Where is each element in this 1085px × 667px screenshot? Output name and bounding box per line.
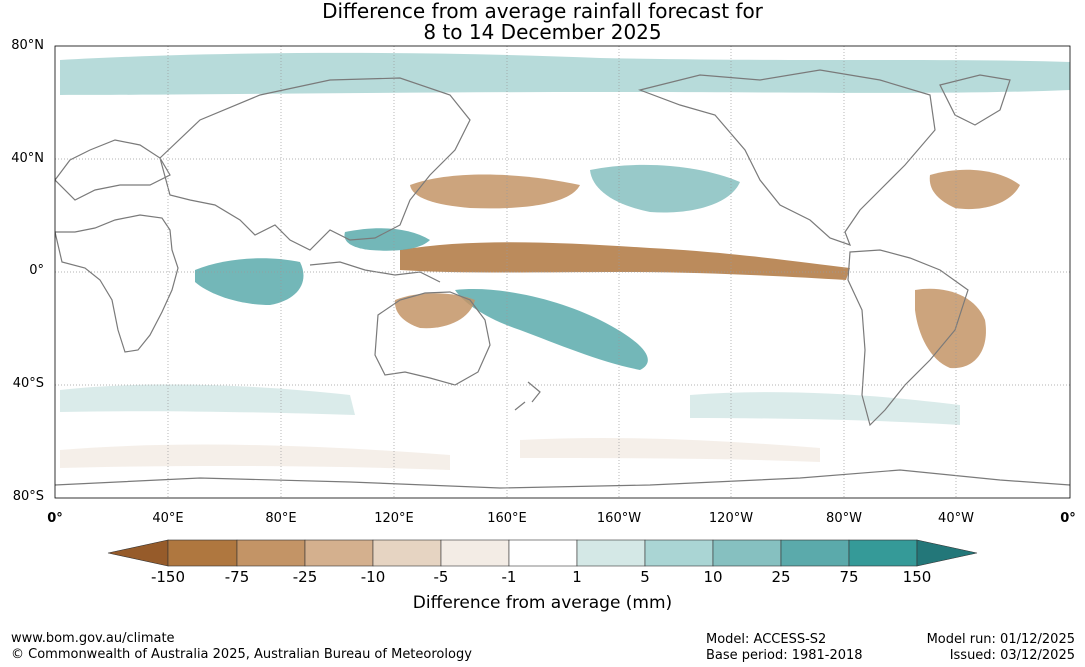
footer-issued: Issued: 03/12/2025 xyxy=(949,648,1075,663)
footer-model: Model: ACCESS-S2 xyxy=(706,632,827,647)
colorbar-segment xyxy=(712,539,782,567)
lon-label-160e: 160°E xyxy=(487,511,527,526)
footer-website[interactable]: www.bom.gov.au/climate xyxy=(11,631,175,646)
anomaly-zone-southern-ocean-dry xyxy=(60,437,820,470)
anomaly-zone-south-pacific-convergence-wet xyxy=(455,289,648,370)
anomaly-zone-north-pacific-wet xyxy=(590,164,740,213)
colorbar-segment xyxy=(780,539,850,567)
colorbar-label: Difference from average (mm) xyxy=(412,593,673,613)
anomaly-zone-equatorial-pacific-dry xyxy=(400,242,850,280)
coast-europe xyxy=(55,139,171,201)
lat-label-80n: 80°N xyxy=(11,38,44,53)
map-title-line1: Difference from average rainfall forecas… xyxy=(322,0,763,23)
lat-label-40n: 40°N xyxy=(11,151,44,166)
colorbar-tick-label: 75 xyxy=(839,568,859,586)
colorbar-tick-label: -150 xyxy=(150,568,186,586)
colorbar-segment xyxy=(167,539,238,567)
coast-indonesia xyxy=(309,261,441,283)
lon-label-40w: 40°W xyxy=(938,511,974,526)
anomaly-zone-arctic-wet xyxy=(60,52,1070,95)
lon-label-0-right: 0° xyxy=(1060,511,1076,526)
coast-australia xyxy=(374,291,491,386)
colorbar-tick-label: 10 xyxy=(703,568,723,586)
colorbar-tick-label: -25 xyxy=(292,568,318,586)
colorbar-tick-label: -10 xyxy=(360,568,386,586)
colorbar-segment xyxy=(304,539,374,567)
graticule xyxy=(55,46,1070,498)
lon-label-120e: 120°E xyxy=(374,511,414,526)
anomaly-zone-brazil-dry xyxy=(915,288,986,369)
colorbar-segment xyxy=(848,539,918,567)
colorbar-tick-label: -5 xyxy=(433,568,449,586)
coast-north-america xyxy=(637,69,936,246)
coast-greenland xyxy=(939,74,1011,126)
colorbar-extend-high xyxy=(916,539,978,567)
anomaly-zone-north-atlantic-dry xyxy=(929,169,1020,210)
colorbar-segment xyxy=(440,539,510,567)
colorbar-segment xyxy=(644,539,714,567)
colorbar-segment xyxy=(576,539,646,567)
lat-label-40s: 40°S xyxy=(12,376,44,391)
colorbar-tick-label: 25 xyxy=(771,568,791,586)
anomaly-zone-northern-australia-dry xyxy=(394,293,475,329)
colorbar-tick-label: 5 xyxy=(640,568,650,586)
lon-label-0-left: 0° xyxy=(47,511,63,526)
footer-model-run: Model run: 01/12/2025 xyxy=(926,632,1075,647)
lon-label-80w: 80°W xyxy=(826,511,862,526)
colorbar-segment xyxy=(236,539,306,567)
footer-copyright: © Commonwealth of Australia 2025, Austra… xyxy=(11,647,472,662)
lat-label-80s: 80°S xyxy=(12,489,44,504)
map-frame xyxy=(54,45,1071,499)
coast-antarctica xyxy=(55,469,1070,489)
rainfall-anomaly-map xyxy=(54,45,1071,499)
colorbar-tick-label: -1 xyxy=(501,568,517,586)
lat-label-equator: 0° xyxy=(29,263,44,278)
colorbar-tick-label: 1 xyxy=(572,568,582,586)
footer-base-period: Base period: 1981-2018 xyxy=(706,648,863,663)
lon-label-40e: 40°E xyxy=(152,511,184,526)
coast-africa xyxy=(55,214,179,353)
coast-asia xyxy=(159,77,471,251)
colorbar-tick-label: -75 xyxy=(224,568,250,586)
anomaly-zone-southern-ocean-wet xyxy=(60,384,960,425)
colorbar-extend-low xyxy=(107,539,169,567)
colorbar-segment xyxy=(508,539,578,567)
lon-label-80e: 80°E xyxy=(265,511,297,526)
anomaly-zone-indian-ocean-wet xyxy=(195,258,304,305)
colorbar-tick-label: 150 xyxy=(902,568,932,586)
colorbar-segment xyxy=(372,539,442,567)
anomaly-zones xyxy=(60,52,1070,470)
lon-label-160w: 160°W xyxy=(596,511,642,526)
anomaly-zone-north-pacific-dry xyxy=(410,174,580,209)
map-title-line2: 8 to 14 December 2025 xyxy=(423,20,662,44)
lon-label-120w: 120°W xyxy=(708,511,754,526)
anomaly-zone-western-pacific-wet xyxy=(344,228,430,251)
